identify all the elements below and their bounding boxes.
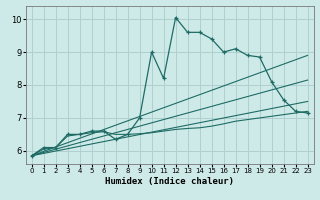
X-axis label: Humidex (Indice chaleur): Humidex (Indice chaleur): [105, 177, 234, 186]
